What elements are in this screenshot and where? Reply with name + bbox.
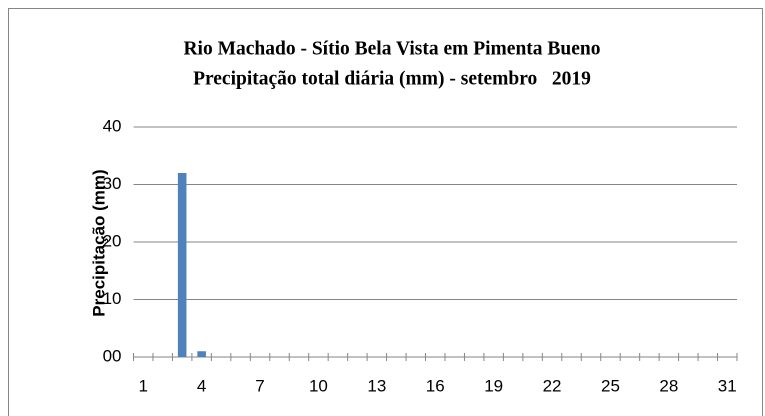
y-tick-label: 00 [103,346,122,365]
chart-subtitle: Precipitação total diária (mm) - setembr… [193,68,591,89]
x-tick-label: 1 [138,376,147,395]
y-tick-label: 40 [103,116,122,135]
y-tick-label: 10 [103,289,122,308]
y-tick-label: 30 [103,174,122,193]
x-tick-label: 16 [426,376,445,395]
y-axis-label: Precipitação (mm) [89,169,108,316]
x-tick-label: 25 [601,376,620,395]
x-tick-label: 28 [659,376,678,395]
x-tick-label: 22 [543,376,562,395]
x-tick-label: 4 [197,376,206,395]
y-tick-label: 20 [103,231,122,250]
x-tick-label: 19 [484,376,503,395]
x-tick-label: 31 [718,376,737,395]
bar [197,351,206,357]
bar [177,173,187,357]
chart-title: Rio Machado - Sítio Bela Vista em Piment… [183,38,600,59]
x-tick-label: 7 [255,376,264,395]
x-tick-label: 13 [367,376,386,395]
x-tick-label: 10 [309,376,328,395]
chart-frame [8,8,763,416]
